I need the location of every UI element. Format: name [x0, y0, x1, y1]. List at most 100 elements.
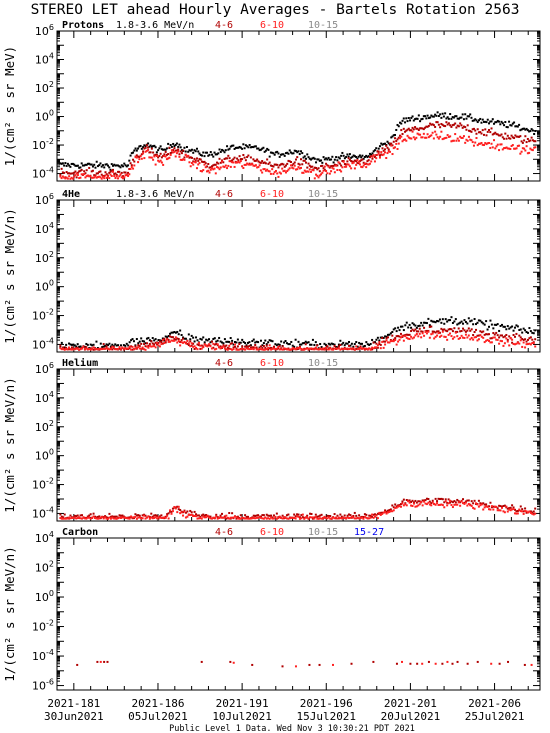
data-point [88, 514, 91, 517]
data-point [496, 507, 499, 510]
data-point [246, 145, 249, 148]
data-point [421, 332, 424, 335]
data-point [496, 323, 499, 326]
data-point [284, 171, 287, 174]
data-point [253, 159, 256, 162]
data-point [281, 665, 284, 668]
data-point [518, 508, 521, 511]
data-point [200, 514, 203, 517]
data-point [214, 172, 217, 175]
data-point [519, 510, 522, 513]
series-4-6 [59, 121, 537, 179]
data-point [76, 517, 79, 520]
data-point [307, 156, 310, 159]
data-point [206, 170, 209, 173]
data-point [441, 318, 444, 321]
data-point [83, 517, 86, 520]
data-point [311, 157, 314, 160]
data-point [320, 159, 323, 162]
data-point [86, 348, 89, 351]
data-point [180, 511, 183, 514]
data-point [347, 163, 350, 166]
data-point [531, 511, 534, 514]
legend-entry: 6-10 [260, 527, 284, 538]
data-point [522, 327, 525, 330]
data-point [251, 145, 254, 148]
y-axis-label: 1/(cm² s sr MeV/n) [2, 208, 17, 343]
data-point [271, 517, 274, 520]
data-point [274, 343, 277, 346]
data-point [132, 151, 135, 154]
data-point [109, 346, 112, 349]
data-point [509, 506, 512, 509]
data-point [157, 149, 160, 152]
data-point [140, 157, 143, 160]
data-point [509, 509, 512, 512]
data-point [151, 337, 154, 340]
data-point [59, 513, 62, 516]
data-point [307, 162, 310, 165]
data-point [190, 342, 193, 345]
data-point [78, 177, 81, 180]
data-point [134, 147, 137, 150]
data-point [303, 155, 306, 158]
data-point [449, 135, 452, 138]
data-point [383, 148, 386, 151]
data-point [437, 503, 440, 506]
data-point [387, 142, 390, 145]
data-point [511, 504, 514, 507]
data-point [75, 164, 78, 167]
data-point [189, 338, 192, 341]
data-point [188, 149, 191, 152]
data-point [189, 513, 192, 516]
data-point [488, 325, 491, 328]
data-point [479, 504, 482, 507]
data-point [90, 170, 93, 173]
data-point [414, 505, 417, 508]
data-point [488, 505, 491, 508]
data-point [489, 319, 492, 322]
data-point [455, 115, 458, 118]
data-point [482, 502, 485, 505]
data-point [251, 663, 254, 666]
data-point [85, 517, 88, 520]
data-point [322, 167, 325, 170]
data-point [165, 147, 168, 150]
data-point [99, 342, 102, 345]
data-point [337, 156, 340, 159]
data-point [512, 507, 515, 510]
data-point [94, 166, 97, 169]
data-point [69, 348, 72, 351]
data-point [271, 516, 274, 519]
data-point [125, 165, 128, 168]
data-point [150, 512, 153, 515]
data-point [179, 146, 182, 149]
data-point [182, 511, 185, 514]
data-point [202, 160, 205, 163]
legend-entry: 10-15 [308, 189, 338, 200]
data-point [409, 129, 412, 132]
data-point [444, 500, 447, 503]
data-point [199, 344, 202, 347]
data-point [99, 516, 102, 519]
data-point [307, 341, 310, 344]
data-point [197, 514, 200, 517]
data-point [384, 340, 387, 343]
data-point [323, 165, 326, 168]
data-point [122, 177, 125, 180]
data-point [340, 343, 343, 346]
data-point [446, 116, 449, 119]
data-point [472, 127, 475, 130]
data-point [145, 342, 148, 345]
data-point [300, 517, 303, 520]
data-point [132, 158, 135, 161]
data-point [472, 502, 475, 505]
data-point [412, 119, 415, 122]
data-point [470, 504, 473, 507]
data-point [243, 156, 246, 159]
data-point [196, 339, 199, 342]
data-point [362, 347, 365, 350]
data-point [435, 121, 438, 124]
data-point [223, 345, 226, 348]
data-point [76, 663, 79, 666]
